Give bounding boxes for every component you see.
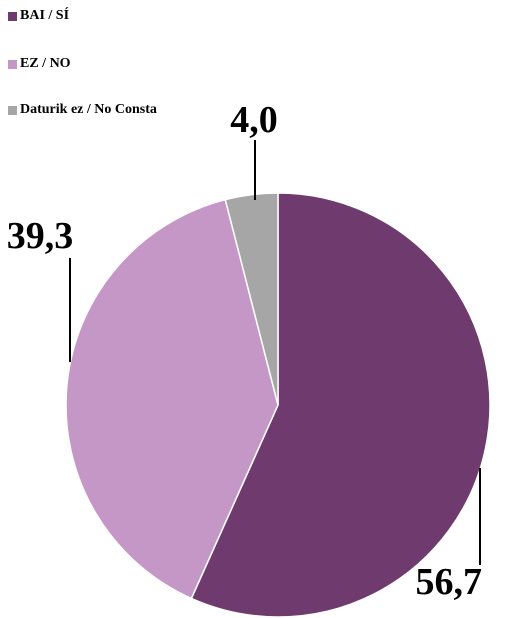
- legend-swatch-no-consta: [8, 106, 17, 115]
- legend-swatch-bai-si: [8, 12, 17, 21]
- legend-swatch-ez-no: [8, 60, 17, 69]
- data-label-2: 4,0: [230, 99, 278, 141]
- legend-item-bai-si: BAI / SÍ: [8, 8, 170, 24]
- pie-slice-0: [190, 192, 491, 618]
- legend-label-ez-no: EZ / NO: [20, 56, 71, 71]
- pie-slice-2: [224, 192, 279, 406]
- data-label-0: 56,7: [416, 561, 483, 603]
- legend-label-no-consta: Daturik ez / No Consta: [20, 102, 157, 117]
- pie-slice-1: [65, 198, 279, 600]
- legend-item-ez-no: EZ / NO: [8, 56, 170, 72]
- data-label-1: 39,3: [7, 215, 74, 257]
- legend-label-bai-si: BAI / SÍ: [20, 8, 70, 23]
- legend-item-no-consta: Daturik ez / No Consta: [8, 102, 170, 118]
